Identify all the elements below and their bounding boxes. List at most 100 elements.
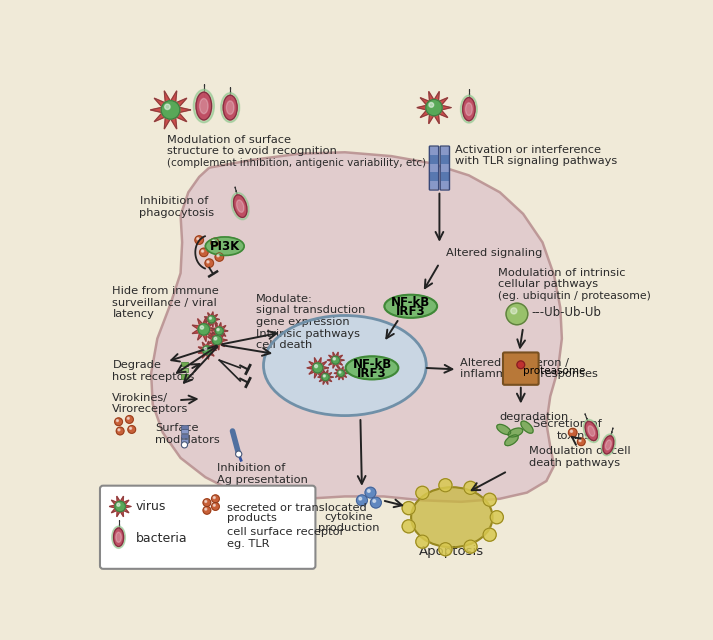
Circle shape: [212, 502, 220, 510]
Text: Ag presentation: Ag presentation: [217, 475, 308, 485]
Bar: [204, 540, 212, 546]
Ellipse shape: [200, 99, 208, 114]
Text: modulators: modulators: [155, 435, 220, 445]
Circle shape: [464, 540, 477, 553]
Bar: [215, 529, 222, 535]
Text: Activation or interference: Activation or interference: [455, 145, 601, 154]
FancyBboxPatch shape: [503, 353, 538, 385]
Circle shape: [197, 237, 199, 240]
Text: Altered interferon /: Altered interferon /: [460, 358, 568, 368]
Bar: [441, 172, 448, 180]
Circle shape: [365, 487, 376, 498]
Text: Hide from immune: Hide from immune: [113, 286, 219, 296]
Polygon shape: [198, 341, 216, 359]
Bar: [430, 164, 438, 172]
Circle shape: [416, 535, 429, 548]
Ellipse shape: [234, 195, 247, 218]
Bar: [180, 429, 188, 433]
Circle shape: [483, 528, 496, 541]
Circle shape: [212, 495, 220, 502]
Bar: [180, 438, 188, 442]
Circle shape: [200, 248, 208, 257]
Text: Modulation of intrinsic: Modulation of intrinsic: [498, 268, 626, 278]
Ellipse shape: [463, 97, 475, 121]
Circle shape: [212, 335, 222, 345]
Bar: [180, 368, 188, 372]
Ellipse shape: [603, 436, 614, 454]
Polygon shape: [205, 312, 220, 327]
Circle shape: [208, 316, 215, 323]
Circle shape: [332, 356, 339, 364]
Ellipse shape: [205, 237, 244, 255]
Polygon shape: [318, 370, 333, 385]
Ellipse shape: [497, 424, 511, 435]
Ellipse shape: [113, 528, 123, 547]
Circle shape: [578, 438, 585, 445]
Circle shape: [161, 100, 180, 119]
Bar: [430, 180, 438, 189]
Text: signal transduction: signal transduction: [256, 305, 365, 316]
Circle shape: [128, 417, 129, 419]
Circle shape: [202, 250, 204, 252]
Circle shape: [128, 426, 135, 433]
Ellipse shape: [384, 294, 437, 318]
Ellipse shape: [116, 532, 121, 542]
Circle shape: [333, 358, 335, 360]
Text: cell surface receptor: cell surface receptor: [227, 527, 344, 537]
Circle shape: [579, 440, 581, 442]
Circle shape: [213, 497, 215, 499]
Circle shape: [314, 365, 317, 367]
Ellipse shape: [193, 90, 215, 123]
Bar: [430, 147, 438, 156]
Ellipse shape: [605, 440, 611, 450]
Text: gene expression: gene expression: [256, 317, 349, 327]
Circle shape: [339, 371, 341, 373]
Circle shape: [210, 238, 219, 246]
Text: phagocytosis: phagocytosis: [140, 208, 215, 218]
Circle shape: [115, 501, 125, 511]
Ellipse shape: [196, 92, 212, 120]
Circle shape: [371, 497, 381, 508]
Circle shape: [416, 486, 429, 499]
Polygon shape: [211, 323, 228, 339]
Circle shape: [356, 495, 367, 506]
Bar: [215, 540, 222, 546]
Circle shape: [212, 240, 215, 242]
Circle shape: [115, 418, 123, 426]
Bar: [180, 434, 188, 438]
Circle shape: [205, 259, 213, 268]
Bar: [441, 180, 448, 189]
Text: Inhibition of: Inhibition of: [217, 463, 285, 474]
Bar: [204, 546, 212, 551]
Circle shape: [402, 502, 415, 515]
Text: (eg. ubiquitin / proteasome): (eg. ubiquitin / proteasome): [498, 291, 651, 301]
Circle shape: [204, 348, 207, 350]
Circle shape: [568, 428, 577, 436]
Text: (complement inhibition, antigenic variability, etc): (complement inhibition, antigenic variab…: [167, 157, 426, 168]
Text: eg. TLR: eg. TLR: [227, 539, 270, 549]
Circle shape: [213, 504, 215, 506]
Circle shape: [181, 442, 188, 448]
Circle shape: [203, 506, 211, 514]
Circle shape: [130, 428, 132, 429]
Circle shape: [402, 520, 415, 533]
Circle shape: [511, 308, 517, 314]
Text: ---Ub-Ub-Ub: ---Ub-Ub-Ub: [531, 306, 601, 319]
Bar: [204, 524, 212, 529]
Circle shape: [323, 375, 325, 377]
Text: Modulation of surface: Modulation of surface: [167, 134, 291, 145]
Text: proteasome: proteasome: [523, 366, 585, 376]
Text: NF-kB: NF-kB: [391, 296, 431, 309]
Bar: [430, 172, 438, 180]
Circle shape: [116, 427, 124, 435]
Text: Viroreceptors: Viroreceptors: [113, 404, 189, 414]
Circle shape: [116, 420, 118, 422]
Text: surveillance / viral: surveillance / viral: [113, 298, 217, 308]
Circle shape: [125, 415, 133, 423]
Polygon shape: [150, 91, 190, 129]
Bar: [215, 535, 222, 540]
Bar: [180, 374, 188, 379]
Text: bacteria: bacteria: [135, 532, 188, 545]
Text: Inhibition of: Inhibition of: [140, 196, 208, 206]
Text: latency: latency: [113, 309, 154, 319]
